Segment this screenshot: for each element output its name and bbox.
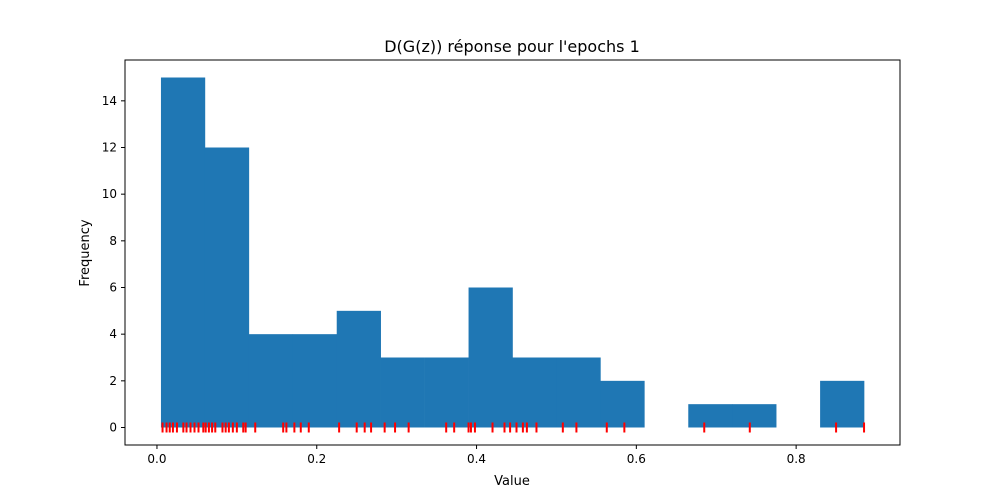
histogram-bar-4	[336, 310, 381, 428]
y-axis-label: Frequency	[78, 219, 93, 286]
x-axis-ticks: 0.0 0.2 0.4 0.6 0.8	[147, 445, 806, 466]
y-tick-label-0: 0	[109, 421, 117, 435]
histogram-bar-5	[380, 357, 425, 428]
chart-title: D(G(z)) réponse pour l'epochs 1	[384, 37, 640, 56]
y-axis-ticks: 0 2 4 6 8 10 12 14	[102, 94, 125, 435]
x-tick-label-4: 0.8	[787, 452, 806, 466]
histogram-bar-7	[468, 287, 513, 428]
x-tick-label-0: 0.0	[147, 452, 166, 466]
histogram-bar-15	[820, 380, 865, 428]
plot-area-frame	[124, 59, 901, 446]
rug-marks	[161, 422, 866, 433]
x-axis-label: Value	[494, 474, 530, 489]
histogram-bar-3	[292, 334, 338, 428]
y-tick-label-2: 4	[109, 327, 117, 341]
y-tick-label-5: 10	[102, 187, 117, 201]
histogram-bar-9	[556, 357, 601, 428]
x-tick-label-3: 0.6	[627, 452, 646, 466]
histogram-bar-0	[160, 77, 206, 428]
x-tick-label-2: 0.4	[467, 452, 486, 466]
histogram-bar-13	[732, 404, 777, 428]
y-tick-label-7: 14	[102, 94, 117, 108]
x-tick-label-1: 0.2	[307, 452, 326, 466]
y-tick-label-1: 2	[109, 374, 117, 388]
histogram-bar-10	[600, 380, 645, 428]
histogram-bars	[160, 77, 865, 428]
histogram-bar-12	[688, 404, 733, 428]
y-tick-label-4: 8	[109, 234, 117, 248]
histogram-bar-1	[204, 147, 250, 428]
y-tick-label-6: 12	[102, 141, 117, 155]
histogram-bar-8	[512, 357, 557, 428]
histogram-bar-2	[248, 334, 294, 428]
y-tick-label-3: 6	[109, 281, 117, 295]
histogram-bar-6	[424, 357, 469, 428]
